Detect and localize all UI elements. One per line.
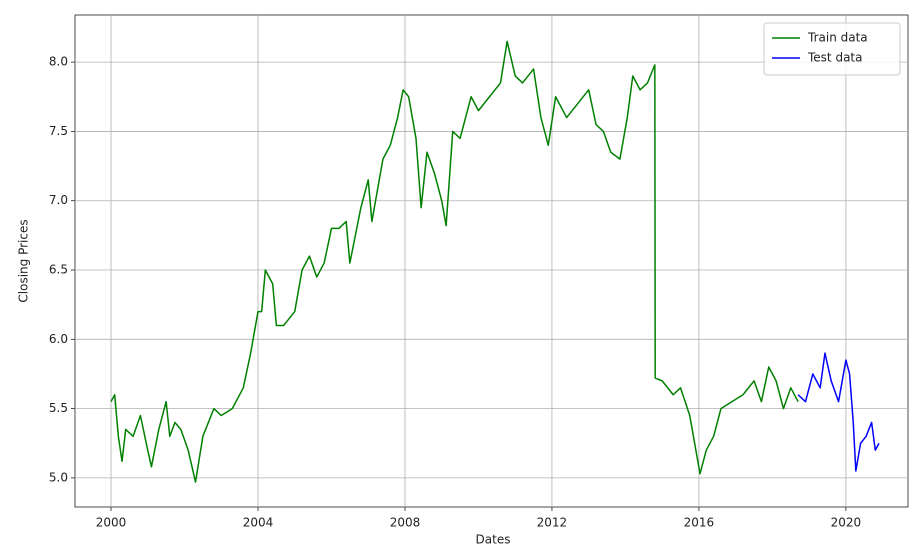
x-axis-label: Dates [476, 533, 511, 546]
x-tick-label: 2020 [831, 516, 862, 530]
y-tick-label: 7.5 [49, 124, 68, 138]
data-line [110, 40, 799, 483]
x-tick-label: 2008 [390, 516, 421, 530]
y-tick-label: 6.0 [49, 332, 68, 346]
data-line [797, 352, 880, 472]
legend-box [763, 22, 901, 76]
y-tick-label: 5.0 [49, 470, 68, 484]
x-tick-label: 2004 [243, 516, 274, 530]
x-tick-label: 2000 [96, 516, 127, 530]
y-tick-label: 5.5 [49, 401, 68, 415]
y-tick-label: 8.0 [49, 55, 68, 69]
legend-label: Train data [807, 31, 868, 45]
y-tick-label: 6.5 [49, 263, 68, 277]
legend-label: Test data [807, 51, 862, 65]
plot-frame [74, 14, 909, 508]
x-tick-label: 2012 [537, 516, 568, 530]
y-axis-label: Closing Prices [17, 219, 31, 302]
y-tick-label: 7.0 [49, 193, 68, 207]
x-tick-label: 2016 [684, 516, 715, 530]
